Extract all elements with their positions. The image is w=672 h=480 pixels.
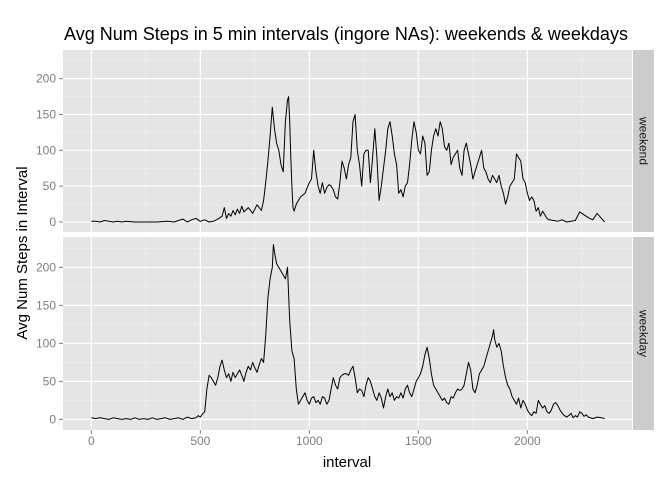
y-tick-label: 100 [36, 336, 56, 350]
chart-title: Avg Num Steps in 5 min intervals (ingore… [64, 24, 628, 44]
facet-label-weekday: weekday [637, 309, 651, 357]
x-axis-title: interval [323, 454, 371, 471]
y-axis-title: Avg Num Steps in Interval [14, 166, 31, 339]
y-tick-label: 150 [36, 298, 56, 312]
y-tick-label: 150 [36, 107, 56, 121]
series-line-weekday [91, 244, 605, 420]
x-tick-label: 500 [190, 434, 210, 448]
panel-background [63, 237, 632, 430]
y-tick-label: 0 [49, 412, 56, 426]
x-tick-label: 2000 [514, 434, 541, 448]
y-tick-label: 50 [43, 179, 57, 193]
y-tick-label: 50 [43, 374, 57, 388]
facet-strip [633, 50, 654, 232]
facet-strip [633, 237, 654, 430]
y-tick-label: 0 [49, 215, 56, 229]
series-line-weekend [91, 96, 606, 223]
y-tick-label: 200 [36, 72, 56, 86]
facet-label-weekend: weekend [637, 116, 651, 165]
y-tick-label: 100 [36, 143, 56, 157]
x-tick-label: 1500 [405, 434, 432, 448]
facet-panel-weekday: 0 50 100 150 200 weekday [36, 237, 654, 430]
x-axis: 0 500 1000 1500 2000 [88, 430, 541, 448]
panel-background [63, 50, 632, 232]
facet-panel-weekend: 0 50 100 150 200 weekend [36, 50, 654, 232]
x-tick-label: 0 [88, 434, 95, 448]
x-tick-label: 1000 [296, 434, 323, 448]
y-tick-label: 200 [36, 260, 56, 274]
